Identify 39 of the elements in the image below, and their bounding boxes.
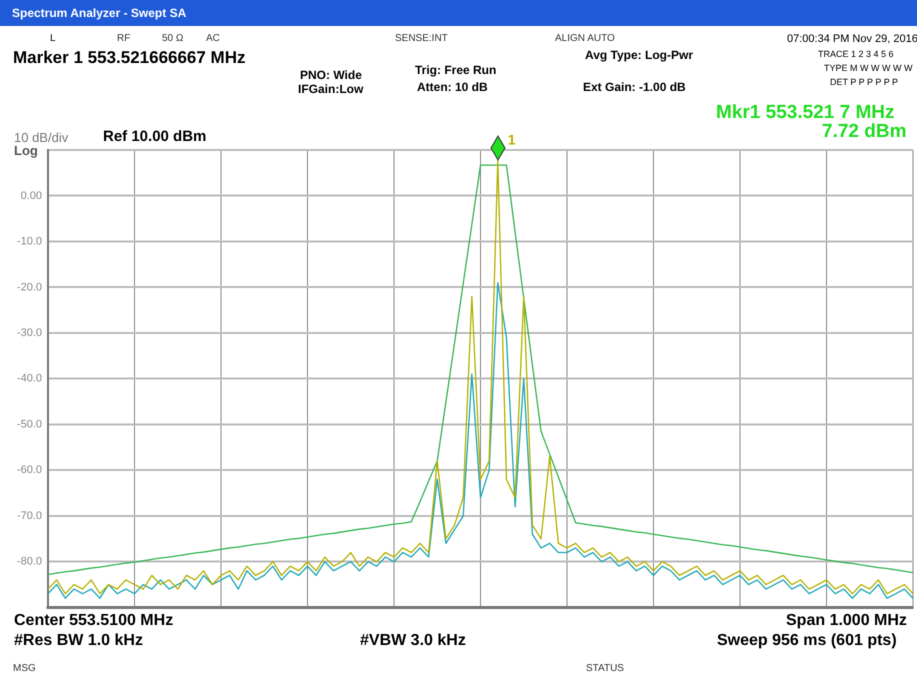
text: 1 [508, 131, 516, 148]
text: L [50, 33, 56, 44]
chart-title: Spectrum Analyzer - Swept SA [0, 0, 917, 26]
text: Trig: Free Run [415, 63, 496, 77]
text: SENSE:INT [395, 33, 448, 44]
text: Marker 1 553.521666667 MHz [13, 48, 246, 68]
y-tick-label: -80.0 [16, 556, 42, 568]
y-tick-label: -20.0 [16, 281, 42, 294]
text: MSG [13, 663, 36, 674]
text: TRACE 1 2 3 4 5 6 [818, 49, 894, 59]
y-tick-label: 0.00 [20, 190, 42, 202]
text: PNO: Wide [300, 68, 362, 82]
text: Avg Type: Log-Pwr [585, 48, 693, 62]
text: #VBW 3.0 kHz [360, 632, 466, 650]
y-tick-label: -50.0 [16, 418, 42, 430]
text: RF [117, 33, 130, 44]
text: TYPE M W W W W W [824, 63, 912, 73]
text: Mkr1 553.521 7 MHz [716, 102, 894, 123]
text: Span 1.000 MHz [786, 612, 907, 630]
text: Sweep 956 ms (601 pts) [717, 632, 897, 650]
y-tick-label: -70.0 [16, 510, 42, 522]
text: DET P P P P P P [830, 77, 898, 87]
text: Center 553.5100 MHz [14, 612, 174, 630]
text: Ext Gain: -1.00 dB [583, 80, 686, 94]
y-tick-label: -10.0 [16, 236, 42, 248]
y-tick-label: -40.0 [16, 372, 42, 385]
y-tick-label: -30.0 [16, 326, 42, 339]
text: Ref 10.00 dBm [103, 128, 206, 145]
text: Log [14, 143, 38, 158]
text: ALIGN AUTO [555, 33, 615, 44]
text: Atten: 10 dB [417, 80, 488, 94]
text: 50 Ω [162, 33, 184, 44]
text: AC [206, 33, 220, 44]
text: IFGain:Low [298, 82, 364, 96]
text: STATUS [586, 663, 624, 674]
text: 10 dB/div [14, 130, 68, 145]
text: 7.72 dBm [822, 121, 906, 143]
y-tick-label: -60.0 [16, 464, 42, 476]
text: #Res BW 1.0 kHz [14, 632, 143, 650]
